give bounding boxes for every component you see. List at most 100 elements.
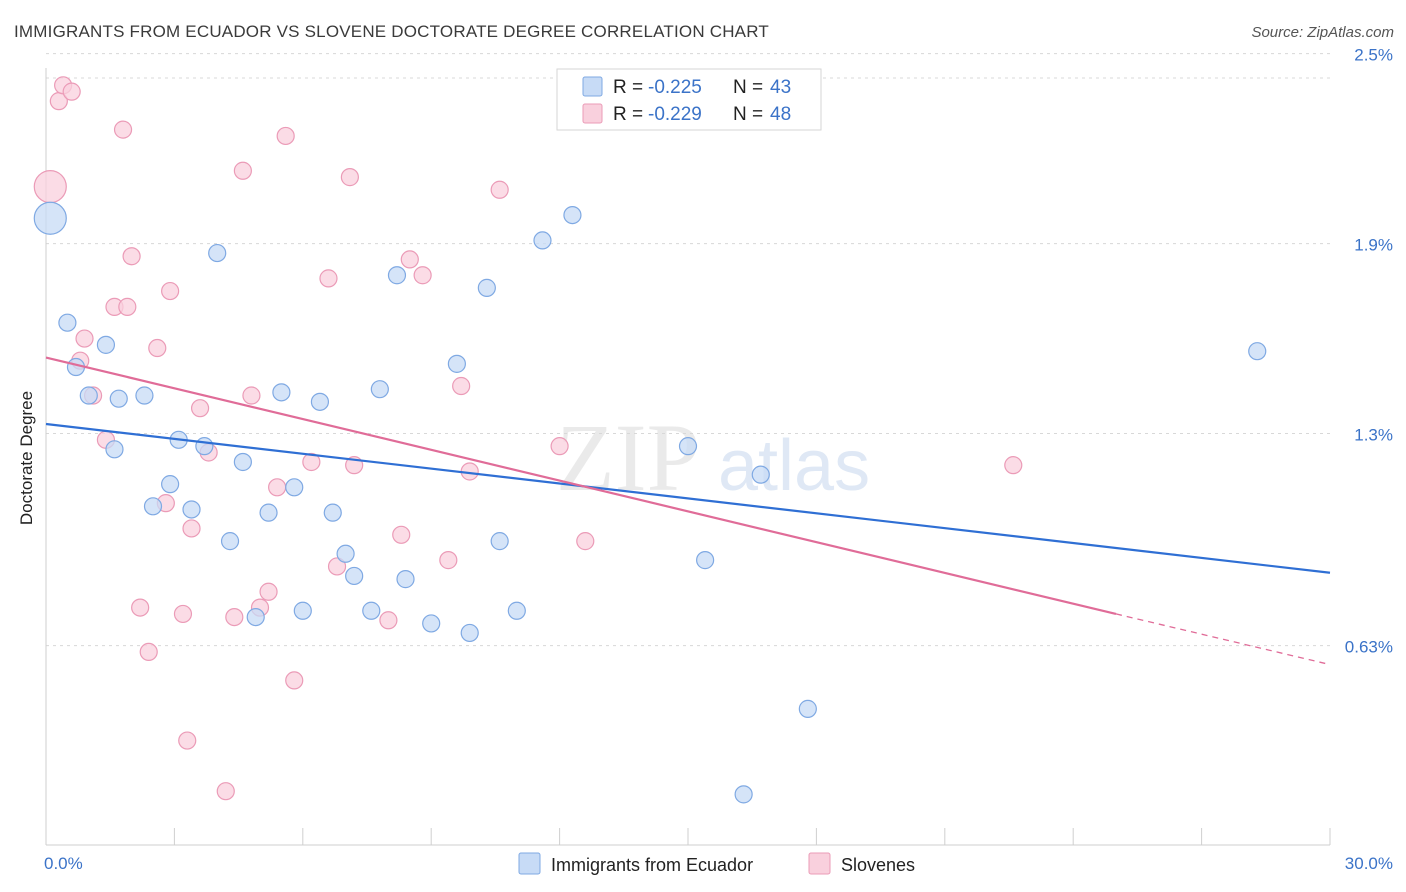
point-ecuador [33, 201, 67, 235]
legend-r-value-slovenes: -0.229 [648, 104, 702, 125]
point-ecuador [533, 231, 552, 250]
point-ecuador [135, 386, 154, 405]
point-slovenes [113, 120, 133, 139]
y-tick-label: 1.3% [1354, 426, 1393, 445]
y-tick-label: 2.5% [1354, 46, 1393, 65]
point-ecuador [259, 503, 278, 522]
point-ecuador [734, 785, 753, 804]
trend-line-ecuador [45, 422, 1331, 574]
point-slovenes [173, 604, 193, 624]
point-slovenes [1004, 456, 1023, 475]
point-ecuador [208, 243, 227, 263]
point-ecuador [285, 478, 304, 497]
point-slovenes [190, 399, 210, 418]
point-slovenes [122, 247, 141, 266]
chart-source: Source: ZipAtlas.com [1251, 24, 1394, 41]
point-ecuador [678, 437, 698, 456]
legend-n-label-ecuador: N = [733, 77, 763, 98]
series-legend-swatch-ecuador[interactable] [518, 852, 541, 875]
point-slovenes [276, 126, 295, 146]
point-ecuador [447, 354, 466, 373]
point-slovenes [178, 731, 197, 750]
point-ecuador [195, 437, 214, 456]
legend-n-value-slovenes: 48 [770, 104, 791, 125]
point-slovenes [576, 532, 595, 551]
point-ecuador [345, 566, 364, 586]
point-slovenes [285, 671, 304, 690]
point-slovenes [139, 642, 158, 662]
point-slovenes [327, 557, 347, 576]
legend-r-label-ecuador: R = [613, 77, 643, 98]
point-ecuador [109, 389, 128, 408]
point-ecuador [696, 551, 715, 570]
y-tick-label: 0.63% [1345, 638, 1393, 657]
series-legend-label-ecuador[interactable]: Immigrants from Ecuador [551, 855, 753, 875]
point-slovenes [413, 266, 432, 285]
point-ecuador [96, 335, 116, 354]
point-ecuador [182, 500, 201, 519]
point-slovenes [490, 180, 509, 199]
watermark: ZIP atlas [556, 404, 870, 511]
point-ecuador [798, 699, 817, 718]
point-ecuador [422, 614, 441, 633]
legend: R = -0.225 N = 43 R = -0.229 N = 48 [556, 68, 822, 131]
point-slovenes [340, 168, 359, 187]
series-legend-swatch-slovenes[interactable] [808, 852, 831, 875]
point-ecuador [1248, 342, 1267, 361]
point-ecuador [105, 440, 124, 459]
point-slovenes [233, 161, 252, 180]
chart-title: IMMIGRANTS FROM ECUADOR VS SLOVENE DOCTO… [14, 22, 769, 41]
point-slovenes [452, 376, 471, 396]
point-slovenes [392, 525, 411, 544]
legend-n-value-ecuador: 43 [770, 77, 791, 98]
data-points [33, 76, 1267, 804]
watermark-atlas: atlas [718, 426, 870, 506]
point-ecuador [490, 532, 509, 551]
point-ecuador [293, 601, 312, 620]
x-tick-label: 0.0% [44, 854, 83, 873]
trend-line-slovenes [45, 356, 1117, 615]
legend-r-value-ecuador: -0.225 [648, 77, 702, 98]
point-ecuador [220, 532, 240, 551]
point-slovenes [400, 250, 419, 269]
point-ecuador [477, 278, 496, 297]
point-slovenes [268, 478, 287, 497]
point-ecuador [370, 380, 389, 399]
point-slovenes [75, 329, 94, 348]
x-tick-labels: 0.0% 30.0% [44, 854, 1393, 873]
point-slovenes [182, 519, 201, 538]
point-ecuador [233, 452, 252, 472]
point-slovenes [242, 386, 261, 405]
series-legend-label-slovenes[interactable]: Slovenes [841, 855, 915, 875]
x-tick-label: 30.0% [1345, 854, 1393, 873]
point-slovenes [131, 598, 150, 617]
point-ecuador [310, 392, 330, 411]
point-ecuador [161, 475, 180, 494]
point-ecuador [336, 544, 355, 563]
point-slovenes [259, 582, 278, 601]
point-ecuador [323, 503, 342, 522]
point-ecuador [362, 601, 381, 620]
point-ecuador [246, 607, 265, 627]
y-tick-label: 1.9% [1354, 236, 1393, 255]
legend-n-label-slovenes: N = [733, 104, 763, 125]
trend-line-slovenes-extrapolated [1115, 613, 1331, 666]
point-slovenes [216, 782, 235, 801]
point-slovenes [550, 437, 569, 456]
point-slovenes [148, 338, 167, 358]
watermark-zip: ZIP [556, 404, 700, 511]
legend-swatch-ecuador [582, 76, 603, 97]
point-slovenes [62, 82, 81, 101]
point-ecuador [751, 465, 770, 484]
series-legend: Immigrants from Ecuador Slovenes [518, 852, 915, 875]
legend-swatch-slovenes [582, 103, 603, 124]
point-ecuador [143, 497, 163, 516]
point-ecuador [507, 601, 526, 620]
y-tick-labels: 0.63% 1.3% 1.9% 2.5% [1345, 46, 1393, 657]
point-slovenes [118, 297, 137, 316]
gridlines [46, 53, 1330, 647]
point-ecuador [563, 205, 582, 225]
point-slovenes [33, 170, 67, 204]
trend-lines [45, 356, 1331, 666]
